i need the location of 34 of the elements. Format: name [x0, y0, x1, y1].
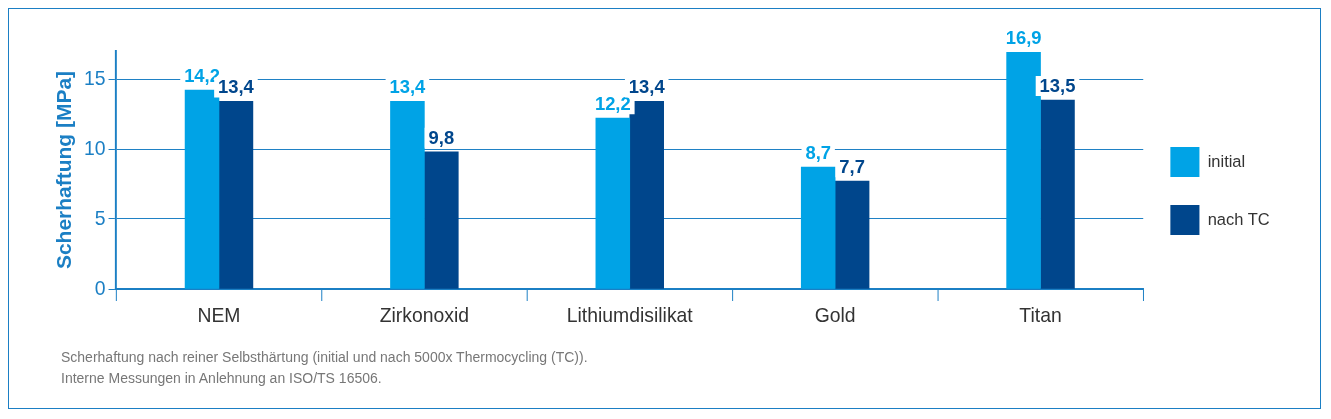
y-axis-title: Scherhaftung [MPa] [52, 70, 75, 270]
data-label: 8,7 [805, 141, 831, 163]
x-tick-label: NEM [197, 303, 241, 326]
bar [1006, 52, 1041, 289]
x-tick-label: Titan [1019, 303, 1062, 326]
data-label: 7,7 [839, 155, 865, 177]
y-tick-label: 15 [84, 66, 106, 89]
bar [184, 89, 220, 289]
data-label: 13,5 [1039, 74, 1076, 96]
text: Interne Messungen in Anlehnung an ISO/TS 16506. [61, 369, 383, 388]
data-label: 14,2 [184, 64, 220, 86]
bar [424, 151, 459, 289]
data-label: 13,4 [628, 75, 666, 98]
text: Scherhaftung nach reiner Selbsthärtung (initial und nach 5000x Thermocycling (TC)). [61, 348, 589, 367]
x-tick-label: Zirkonoxid [379, 303, 470, 326]
y-tick-label: 10 [84, 136, 106, 159]
data-label: 16,9 [1005, 26, 1042, 49]
x-tick-label: Lithiumdisilikat [566, 303, 694, 326]
bar [595, 117, 631, 289]
bar [218, 101, 254, 289]
legend-label: initial [1207, 151, 1246, 171]
bar [629, 101, 664, 289]
bar [800, 166, 836, 289]
y-tick-label: 0 [94, 276, 106, 299]
x-tick-label: Gold [814, 303, 856, 326]
data-label: 12,2 [594, 92, 631, 114]
data-label: 9,8 [428, 126, 455, 148]
bar [1040, 99, 1075, 289]
data-label: 13,4 [389, 75, 426, 98]
bar [390, 101, 425, 289]
legend-label: nach TC [1207, 209, 1270, 229]
bar [834, 180, 870, 289]
data-label: 13,4 [218, 75, 255, 98]
y-tick-label: 5 [94, 206, 106, 229]
